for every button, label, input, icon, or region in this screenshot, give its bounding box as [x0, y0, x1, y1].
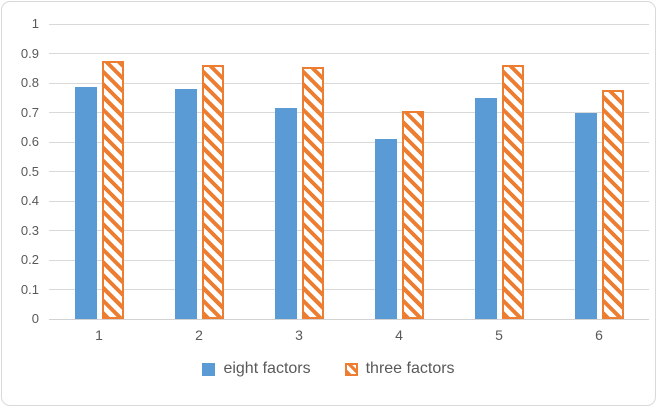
bar-groups — [49, 24, 649, 319]
bar-three-factors-cat5 — [501, 65, 524, 319]
bar-three-factors-cat3 — [301, 66, 324, 319]
legend-item-eight-factors: eight factors — [202, 360, 311, 378]
bar-group-5 — [449, 24, 549, 319]
y-tick-label: 0 — [31, 311, 39, 326]
bar-group-6 — [549, 24, 649, 319]
legend: eight factors three factors — [2, 360, 655, 378]
x-tick-label: 2 — [195, 327, 203, 343]
y-tick-label: 0.8 — [20, 75, 39, 90]
bar-three-factors-cat6 — [601, 90, 624, 319]
bar-group-4 — [349, 24, 449, 319]
y-tick-label: 0.5 — [20, 163, 39, 179]
legend-label: eight factors — [223, 360, 311, 377]
y-tick-label: 0.2 — [20, 252, 39, 267]
bar-three-factors-cat1 — [101, 60, 124, 319]
bar-group-1 — [49, 24, 149, 319]
bar-eight-factors-cat5 — [474, 97, 497, 319]
bar-group-3 — [249, 24, 349, 319]
bar-eight-factors-cat3 — [274, 108, 297, 319]
orange-hatch-swatch-icon — [344, 362, 358, 376]
x-tick-label: 1 — [95, 327, 103, 343]
y-tick-label: 0.3 — [20, 222, 39, 238]
x-tick-label: 3 — [295, 327, 303, 343]
gridline — [49, 289, 649, 290]
x-tick-label: 4 — [395, 327, 403, 343]
bar-eight-factors-cat2 — [174, 88, 197, 319]
legend-item-three-factors: three factors — [344, 360, 455, 378]
y-tick-label: 0.9 — [20, 45, 39, 61]
blue-solid-swatch-icon — [202, 362, 216, 376]
y-tick-label: 0.4 — [20, 193, 39, 208]
chart-frame: 1 0.9 0.8 0.7 0.6 0.5 0.4 0.3 0.2 0.1 0 1 2 3 4 5 6 eig… — [1, 1, 656, 406]
bar-group-2 — [149, 24, 249, 319]
gridline — [49, 53, 649, 54]
gridline — [49, 230, 649, 231]
x-tick-label: 5 — [495, 327, 503, 343]
x-axis: 1 2 3 4 5 6 — [49, 327, 649, 343]
y-tick-label: 0.7 — [20, 104, 39, 120]
x-axis-line — [49, 319, 649, 320]
gridline — [49, 82, 649, 84]
plot-area — [49, 23, 649, 320]
bar-three-factors-cat2 — [201, 65, 224, 319]
bar-three-factors-cat4 — [401, 111, 424, 319]
bar-eight-factors-cat6 — [574, 112, 597, 319]
gridline — [49, 171, 649, 172]
gridline — [49, 259, 649, 261]
gridline — [49, 200, 649, 202]
gridline — [49, 141, 649, 143]
bar-eight-factors-cat1 — [74, 87, 97, 319]
y-tick-label: 0.1 — [20, 281, 39, 297]
gridline — [49, 112, 649, 113]
gridline — [49, 23, 649, 25]
bar-eight-factors-cat4 — [374, 139, 397, 319]
legend-label: three factors — [365, 360, 455, 377]
y-tick-label: 1 — [31, 16, 39, 31]
y-tick-label: 0.6 — [20, 134, 39, 149]
x-tick-label: 6 — [595, 327, 603, 343]
